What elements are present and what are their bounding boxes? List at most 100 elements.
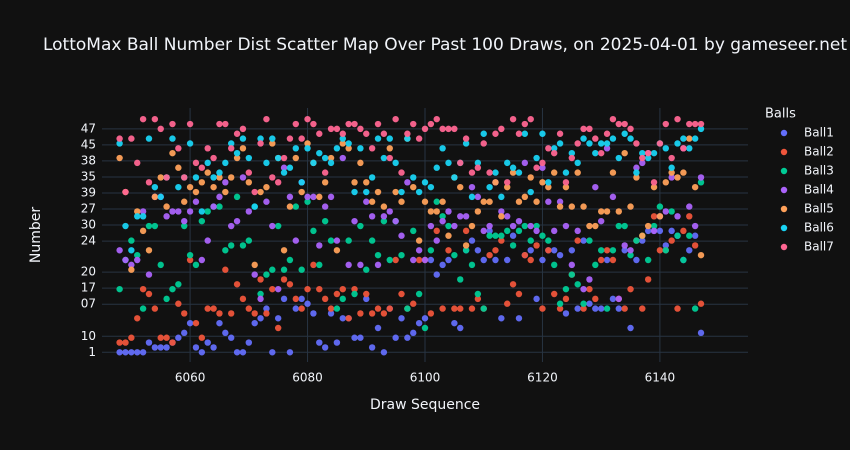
point [633,174,640,181]
point [386,145,393,152]
point [345,315,352,322]
point [533,198,540,205]
point [492,247,499,254]
point [445,247,452,254]
legend-marker [780,224,788,232]
point [433,227,440,235]
point [527,237,534,244]
point [462,135,470,142]
y-axis-label: Number [28,207,44,263]
point [556,130,564,137]
point [421,179,429,186]
point [545,198,552,205]
point [568,154,576,162]
point [181,310,188,317]
point [468,261,476,269]
point [333,247,341,254]
point [480,227,487,235]
point [139,115,147,123]
point [316,261,323,269]
point [586,140,593,147]
point [509,222,517,230]
point [321,154,329,162]
point [686,135,693,142]
point [134,159,141,167]
point [145,135,153,142]
point [680,169,687,176]
point [386,154,393,162]
point [304,193,311,201]
point [198,334,206,341]
point [186,208,194,215]
point [668,169,675,176]
point [327,310,335,317]
point [122,188,129,196]
point [533,295,540,303]
point [592,222,599,230]
point [398,169,405,176]
point [398,188,405,196]
point [321,217,329,225]
x-tick-label: 6100 [410,371,441,385]
point [210,203,217,210]
legend-title: Balls [765,107,796,122]
point [210,154,217,162]
point [468,237,476,244]
point [697,329,705,337]
point [216,193,223,201]
point [175,300,182,307]
point [551,247,558,254]
point [151,305,159,312]
point [603,130,611,137]
point [545,145,552,152]
point [363,266,370,273]
point [468,305,476,312]
point [468,222,476,230]
point [145,222,153,230]
point [175,145,182,152]
point [668,237,675,244]
point [533,227,540,235]
point [498,193,505,201]
point [357,222,364,230]
point [192,344,200,351]
y-tick-label: 20 [81,265,96,279]
legend-marker [780,167,788,175]
x-tick-label: 6060 [175,371,206,385]
point [128,261,135,269]
point [697,251,705,259]
point [415,290,423,298]
point [562,222,570,230]
point [498,125,505,133]
point [609,247,617,254]
point [128,334,135,341]
point [486,251,493,259]
point [603,140,611,147]
point [327,154,335,162]
point [280,247,288,254]
point [269,349,276,356]
point [392,217,399,225]
point [404,179,411,186]
point [151,183,159,191]
point [245,179,253,186]
y-tick-label: 35 [81,169,96,183]
point [539,179,546,186]
point [527,222,534,230]
point [457,276,464,283]
point [498,315,505,322]
point [504,256,511,264]
point [486,227,493,235]
point [134,349,141,356]
point [139,208,147,215]
point [139,227,147,235]
point [228,222,235,230]
point [357,125,364,133]
point [380,203,388,210]
point [621,149,628,157]
point [662,242,669,249]
point [574,140,581,147]
point [580,300,587,307]
point [122,256,129,264]
point [410,227,417,235]
